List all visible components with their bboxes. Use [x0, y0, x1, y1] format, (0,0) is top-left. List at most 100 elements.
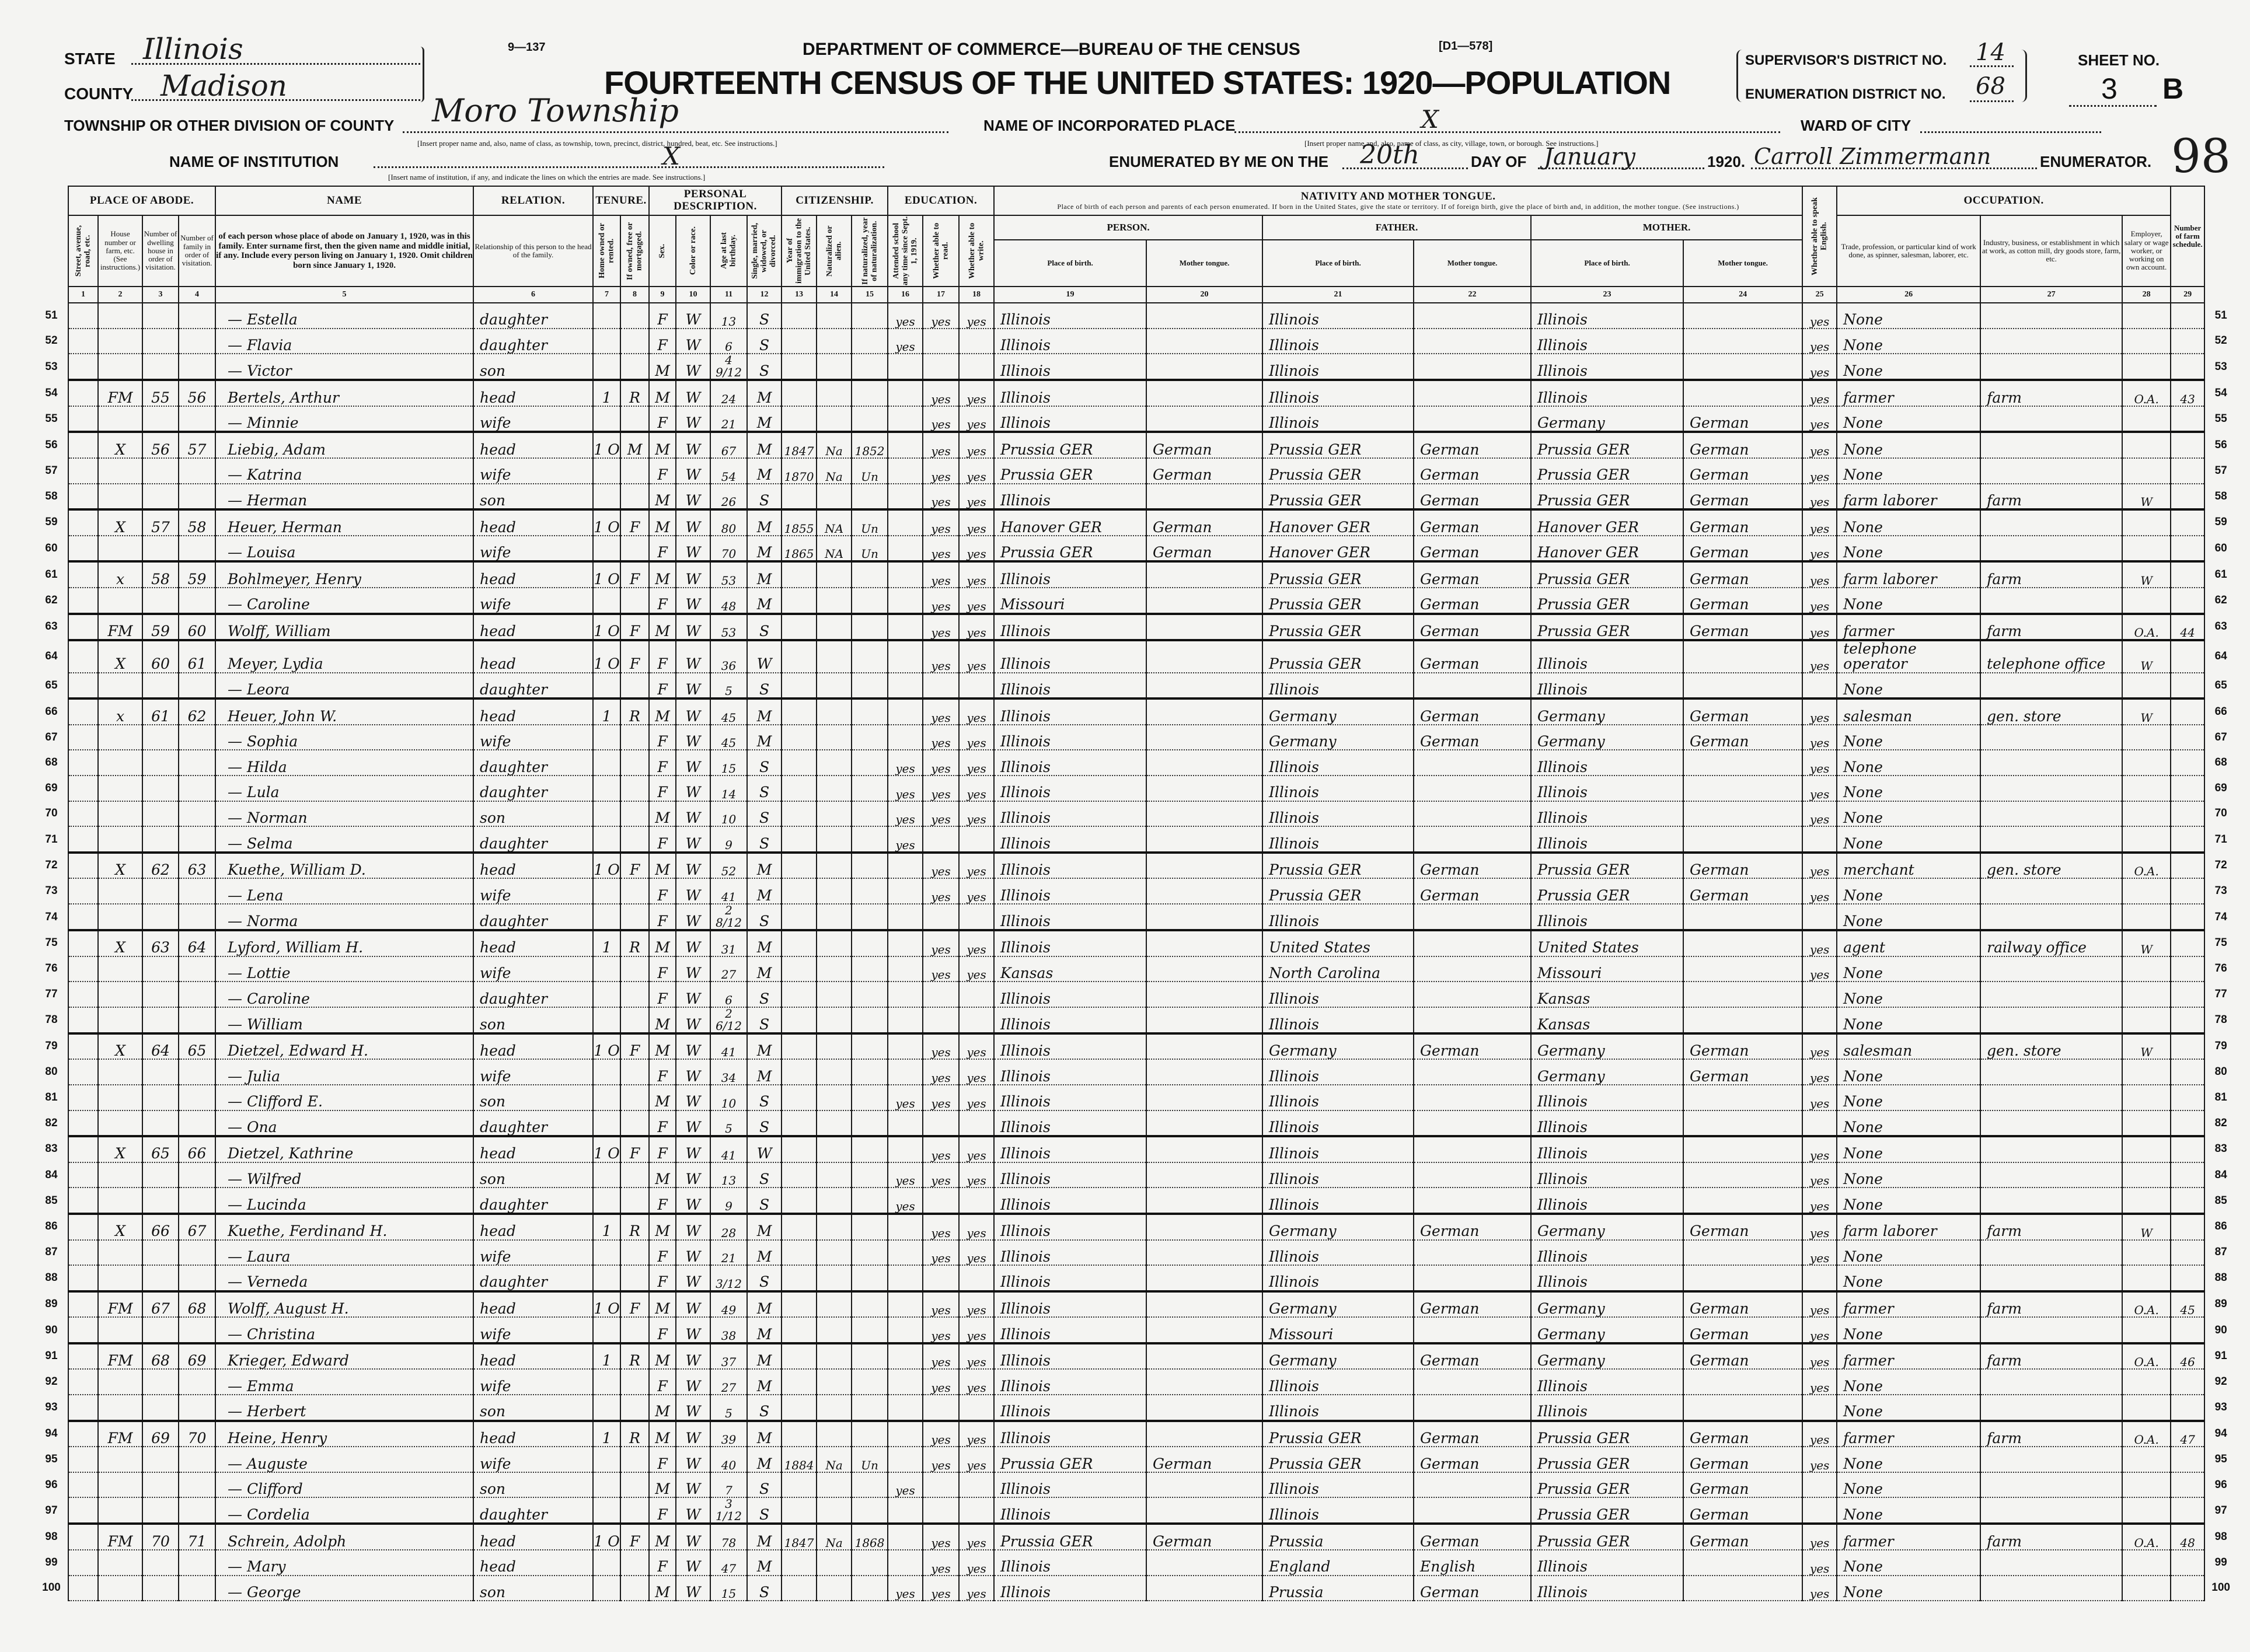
cell-can-read: yes: [922, 775, 960, 802]
cell-father-mother-tongue: [1413, 327, 1532, 355]
cell-home-owned: [592, 749, 622, 776]
cell-family-number: [177, 483, 217, 511]
cell-owned-free-mortgaged: R: [620, 1212, 650, 1241]
cell-house-number: FM: [97, 1522, 143, 1551]
cell-street: [68, 1574, 99, 1602]
cell-industry: [1980, 1394, 2123, 1422]
cell-dwelling-number: [142, 800, 179, 827]
cell-industry: [1980, 1059, 2123, 1085]
cell-immigration-year: [781, 1239, 818, 1266]
cell-age: 41: [710, 1032, 748, 1060]
cell-race: W: [675, 1446, 711, 1473]
cell-mother-birthplace: Germany: [1530, 1212, 1684, 1241]
cell-relation: wife: [473, 405, 594, 433]
line-number-right: 81: [2214, 1091, 2227, 1103]
cell-race: W: [675, 1316, 711, 1344]
cell-naturalized: [816, 1471, 853, 1499]
enumerated-day-line: [1342, 167, 1468, 169]
cell-age: 78: [710, 1522, 748, 1551]
cell-father-mother-tongue: German: [1413, 1446, 1532, 1473]
cell-marital-status: S: [746, 483, 783, 511]
cell-naturalization-year: [851, 724, 889, 751]
cell-marital-status: M: [746, 560, 783, 588]
cell-immigration-year: [781, 826, 818, 853]
cell-farm-schedule: [2170, 928, 2206, 957]
cell-naturalization-year: Un: [851, 535, 889, 563]
cell-industry: [1980, 1316, 2123, 1344]
cell-can-read: yes: [922, 1135, 960, 1163]
cell-house-number: [97, 1161, 143, 1189]
cell-home-owned: [592, 1394, 622, 1422]
cell-owned-free-mortgaged: [620, 1368, 650, 1396]
column-number-22: 22: [1413, 286, 1532, 303]
cell-mother-tongue: [1146, 1290, 1264, 1318]
cell-mother-mother-tongue: [1683, 379, 1804, 407]
cell-marital-status: S: [746, 1265, 783, 1292]
cell-home-owned: [592, 1187, 622, 1214]
cell-employment-class: [2122, 1084, 2172, 1111]
cell-mother-mother-tongue: German: [1683, 1290, 1804, 1318]
cell-house-number: [97, 1059, 143, 1085]
cell-owned-free-mortgaged: [620, 1265, 650, 1292]
cell-industry: gen. store: [1980, 851, 2123, 879]
cell-mother-birthplace: Illinois: [1530, 1549, 1684, 1576]
cell-marital-status: M: [746, 1522, 783, 1551]
cell-father-mother-tongue: [1413, 775, 1532, 802]
cell-marital-status: S: [746, 1084, 783, 1111]
cell-farm-schedule: [2170, 1059, 2206, 1085]
cell-birthplace: Illinois: [993, 928, 1147, 957]
cell-owned-free-mortgaged: [620, 1549, 650, 1576]
column-header-22: Mother tongue.: [1413, 239, 1532, 287]
line-number: 81: [45, 1091, 58, 1103]
cell-age: 5: [710, 1109, 748, 1137]
cell-can-read: yes: [922, 508, 960, 536]
cell-mother-tongue: [1146, 302, 1264, 329]
cell-can-write: [958, 1471, 995, 1499]
cell-dwelling-number: [142, 483, 179, 511]
cell-marital-status: M: [746, 1032, 783, 1060]
cell-father-mother-tongue: [1413, 1368, 1532, 1396]
cell-industry: [1980, 457, 2123, 484]
cell-house-number: [97, 586, 143, 614]
cell-trade: farm laborer: [1836, 560, 1982, 588]
line-number-right: 56: [2214, 438, 2227, 451]
cell-age: 31: [710, 928, 748, 957]
cell-mother-mother-tongue: German: [1683, 1212, 1804, 1241]
cell-farm-schedule: [2170, 457, 2206, 484]
cell-mother-tongue: [1146, 826, 1264, 853]
line-number-right: 55: [2214, 413, 2227, 425]
cell-dwelling-number: [142, 1574, 179, 1602]
cell-immigration-year: [781, 353, 818, 381]
cell-mother-tongue: German: [1146, 431, 1264, 459]
cell-owned-free-mortgaged: F: [620, 508, 650, 536]
cell-race: W: [675, 1109, 711, 1137]
cell-relation: wife: [473, 724, 594, 751]
cell-naturalized: [816, 560, 853, 588]
cell-trade: None: [1836, 1059, 1982, 1085]
cell-speaks-english: yes: [1802, 697, 1838, 725]
census-row: 88— Verneda daughter F W 3/12 S Illinois Illino…: [35, 1265, 2237, 1292]
cell-marital-status: S: [746, 327, 783, 355]
cell-trade: None: [1836, 535, 1982, 563]
cell-father-mother-tongue: German: [1413, 724, 1532, 751]
cell-home-owned: 1 O: [592, 1290, 622, 1318]
cell-school: [887, 1342, 924, 1370]
line-number: 64: [45, 649, 58, 662]
cell-age: 2 8/12: [710, 903, 748, 931]
column-number-13: 13: [781, 286, 818, 303]
cell-family-number: [177, 878, 217, 904]
cell-naturalized: [816, 800, 853, 827]
cell-can-read: [922, 1006, 960, 1034]
cell-age: 80: [710, 508, 748, 536]
cell-mother-mother-tongue: [1683, 1161, 1804, 1189]
cell-birthplace: Illinois: [993, 775, 1147, 802]
cell-birthplace: Illinois: [993, 1574, 1147, 1602]
column-header-17: Whether able to read.: [922, 215, 960, 287]
cell-school: yes: [887, 749, 924, 776]
cell-immigration-year: [781, 379, 818, 407]
cell-owned-free-mortgaged: F: [620, 1290, 650, 1318]
cell-immigration-year: [781, 1006, 818, 1034]
cell-can-write: yes: [958, 379, 995, 407]
